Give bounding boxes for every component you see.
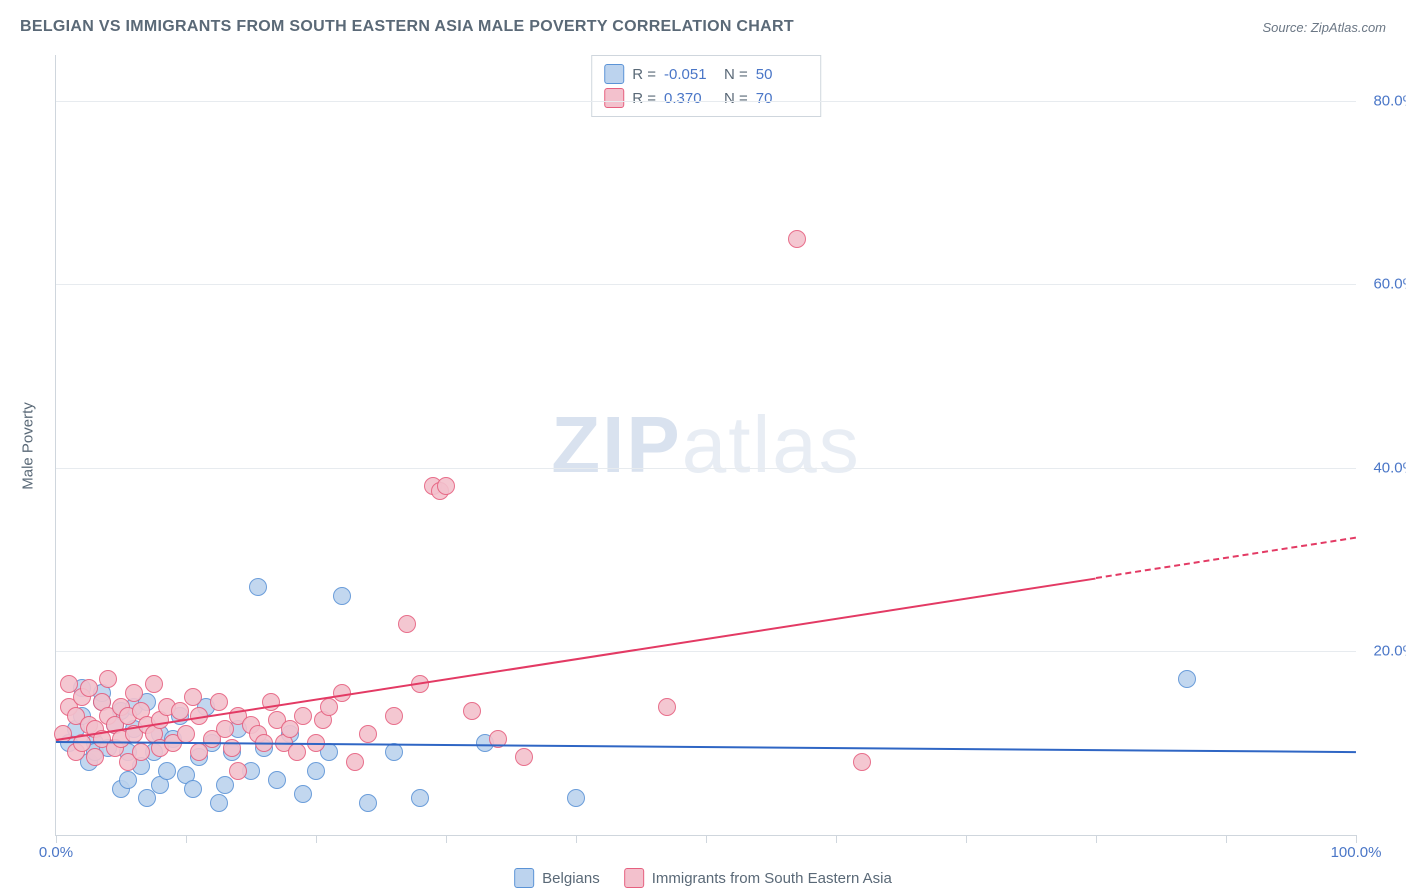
data-point-immigrants [437,477,455,495]
x-tick [576,835,577,843]
legend-swatch-belgians [514,868,534,888]
legend-r-value: -0.051 [664,66,716,83]
data-point-immigrants [99,670,117,688]
data-point-immigrants [385,707,403,725]
legend-swatch-immigrants [624,868,644,888]
legend-n-value: 50 [756,66,808,83]
x-tick [836,835,837,843]
correlation-legend: R = -0.051 N = 50 R = 0.370 N = 70 [591,55,821,117]
x-tick [186,835,187,843]
x-tick-label: 0.0% [39,844,73,861]
gridline-horizontal [56,651,1356,652]
data-point-immigrants [359,725,377,743]
data-point-belgians [268,771,286,789]
data-point-belgians [249,578,267,596]
legend-item-belgians: Belgians [514,868,600,888]
data-point-immigrants [294,707,312,725]
data-point-immigrants [125,684,143,702]
data-point-immigrants [346,753,364,771]
data-point-immigrants [145,675,163,693]
data-point-immigrants [190,743,208,761]
trend-line-immigrants-extrapolated [1096,537,1356,579]
data-point-immigrants [515,748,533,766]
legend-swatch-belgians [604,64,624,84]
gridline-horizontal [56,101,1356,102]
data-point-immigrants [177,725,195,743]
legend-n-label: N = [724,66,748,83]
gridline-horizontal [56,284,1356,285]
data-point-immigrants [788,230,806,248]
data-point-belgians [411,789,429,807]
chart-title: BELGIAN VS IMMIGRANTS FROM SOUTH EASTERN… [20,18,794,36]
legend-n-value: 70 [756,90,808,107]
legend-row-belgians: R = -0.051 N = 50 [604,62,808,86]
y-tick-label: 20.0% [1361,643,1406,660]
source-label: Source: ZipAtlas.com [1262,20,1386,35]
legend-label: Immigrants from South Eastern Asia [652,870,892,887]
gridline-horizontal [56,468,1356,469]
data-point-immigrants [853,753,871,771]
data-point-belgians [158,762,176,780]
data-point-immigrants [288,743,306,761]
x-tick [1096,835,1097,843]
legend-n-label: N = [724,90,748,107]
legend-row-immigrants: R = 0.370 N = 70 [604,86,808,110]
data-point-belgians [567,789,585,807]
data-point-belgians [294,785,312,803]
legend-r-label: R = [632,66,656,83]
data-point-immigrants [132,743,150,761]
data-point-immigrants [184,688,202,706]
data-point-belgians [138,789,156,807]
watermark: ZIPatlas [551,399,860,491]
x-tick [966,835,967,843]
data-point-immigrants [210,693,228,711]
data-point-immigrants [281,720,299,738]
x-tick [316,835,317,843]
x-tick [706,835,707,843]
data-point-belgians [184,780,202,798]
y-axis-title: Male Poverty [20,402,37,490]
data-point-immigrants [229,762,247,780]
data-point-belgians [385,743,403,761]
data-point-belgians [210,794,228,812]
x-tick [56,835,57,843]
legend-label: Belgians [542,870,600,887]
watermark-part2: atlas [682,400,861,489]
data-point-immigrants [216,720,234,738]
data-point-belgians [307,762,325,780]
data-point-belgians [119,771,137,789]
data-point-immigrants [463,702,481,720]
legend-item-immigrants: Immigrants from South Eastern Asia [624,868,892,888]
trend-line-belgians [56,741,1356,753]
data-point-immigrants [86,748,104,766]
data-point-immigrants [658,698,676,716]
watermark-part1: ZIP [551,400,681,489]
legend-swatch-immigrants [604,88,624,108]
data-point-immigrants [398,615,416,633]
x-tick [446,835,447,843]
y-tick-label: 60.0% [1361,276,1406,293]
x-tick [1226,835,1227,843]
data-point-belgians [333,587,351,605]
series-legend: Belgians Immigrants from South Eastern As… [514,868,892,888]
trend-line-immigrants [56,577,1096,740]
data-point-belgians [216,776,234,794]
data-point-belgians [359,794,377,812]
scatter-plot: ZIPatlas R =-0.051N =50R =0.370N =70 20.… [55,55,1356,836]
legend-r-label: R = [632,90,656,107]
legend-r-value: 0.370 [664,90,716,107]
data-point-belgians [1178,670,1196,688]
x-tick-label: 100.0% [1331,844,1382,861]
y-tick-label: 40.0% [1361,459,1406,476]
data-point-immigrants [320,698,338,716]
y-tick-label: 80.0% [1361,92,1406,109]
data-point-immigrants [171,702,189,720]
x-tick [1356,835,1357,843]
